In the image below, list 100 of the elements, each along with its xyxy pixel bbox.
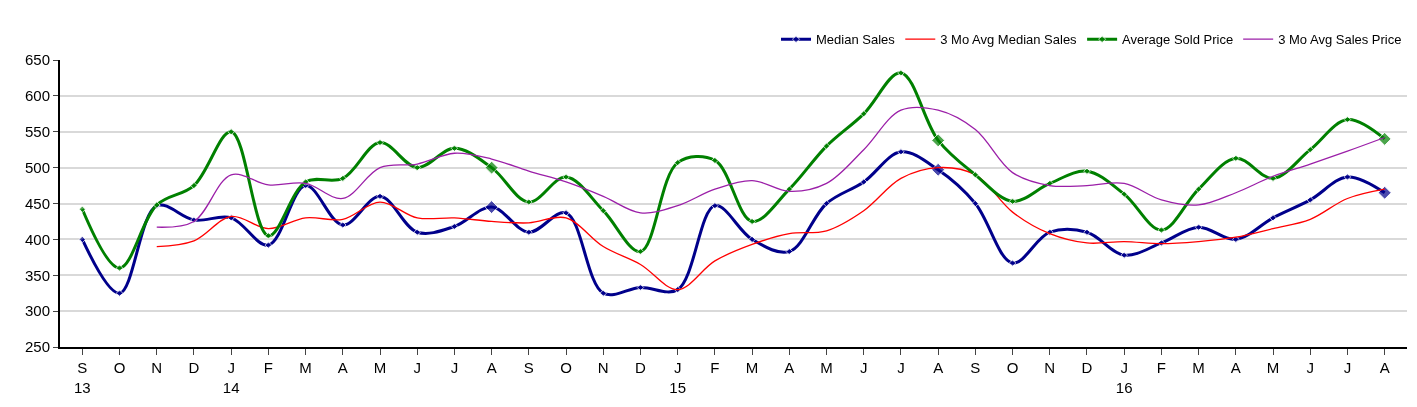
- x-tick-label: J 16: [1115, 359, 1133, 396]
- point: [1083, 228, 1091, 236]
- point: [1306, 145, 1314, 154]
- x-tick-label: D: [635, 359, 647, 376]
- x-tick-label: J 15: [669, 359, 687, 396]
- point: [1194, 223, 1203, 231]
- point: [711, 201, 719, 210]
- point: [264, 232, 273, 240]
- x-tick-label: M: [1266, 359, 1280, 376]
- point: [1232, 154, 1240, 163]
- point: [859, 178, 868, 186]
- point: [748, 235, 756, 244]
- x-tick-label: N: [151, 359, 163, 376]
- point: [1194, 185, 1203, 193]
- x-tick-label: M: [820, 359, 833, 376]
- x-tick-label: A: [486, 359, 497, 376]
- legend-label: 3 Mo Avg Median Sales: [940, 32, 1078, 48]
- x-tick-label: A: [1230, 359, 1241, 376]
- x-tick-label: A: [784, 359, 795, 376]
- y-tick-label: 450: [24, 194, 50, 212]
- x-tick-label: J: [450, 359, 459, 376]
- point: [190, 181, 198, 190]
- point: [1083, 167, 1091, 175]
- point: [599, 206, 608, 215]
- y-tick-label: 550: [24, 123, 50, 140]
- point: [413, 228, 421, 236]
- x-tick-label: M: [1192, 359, 1205, 376]
- point: [897, 69, 905, 77]
- point: [376, 192, 384, 201]
- y-tick-label: 400: [24, 230, 50, 248]
- x-tick-label: D: [1081, 359, 1093, 376]
- x-tick-label: A: [337, 359, 348, 376]
- point: [1120, 190, 1128, 198]
- point: [562, 209, 570, 217]
- x-tick-label: J: [859, 359, 868, 376]
- point: [971, 171, 980, 179]
- point: [1343, 173, 1352, 181]
- legend-label: Average Sold Price: [1122, 32, 1234, 48]
- x-tick-label: O: [560, 359, 572, 376]
- x-tick-label: S: [970, 359, 981, 376]
- point: [1008, 259, 1017, 267]
- point: [673, 158, 682, 167]
- point: [859, 110, 868, 118]
- x-tick-label: A: [933, 359, 944, 376]
- point: [264, 241, 273, 249]
- point: [1157, 226, 1166, 234]
- point: [711, 156, 719, 165]
- point: [1306, 196, 1314, 204]
- point: [115, 289, 124, 297]
- point: [1343, 115, 1352, 124]
- y-tick-label: 250: [24, 338, 50, 356]
- x-tick-label: O: [113, 359, 126, 376]
- point: [78, 205, 87, 213]
- y-tick-label: 350: [24, 266, 50, 284]
- point: [636, 283, 645, 292]
- point: [636, 247, 645, 256]
- point: [822, 199, 831, 208]
- y-tick-label: 500: [24, 158, 50, 176]
- x-tick-label: A: [1379, 359, 1390, 376]
- point: [785, 247, 794, 256]
- x-tick-label: M: [299, 359, 312, 376]
- point: [1008, 197, 1017, 206]
- y-tick-label: 650: [24, 51, 50, 69]
- x-tick-label: J: [1306, 359, 1314, 376]
- point: [115, 264, 124, 272]
- x-tick-label: M: [745, 359, 759, 376]
- x-tick-label: J: [1343, 359, 1352, 376]
- x-tick-label: S: [523, 359, 534, 376]
- legend-label: 3 Mo Avg Sales Price: [1278, 32, 1402, 48]
- point: [525, 198, 533, 206]
- point: [339, 221, 347, 229]
- x-tick-label: M: [373, 359, 387, 376]
- point: [1120, 251, 1128, 259]
- x-tick-label: J: [413, 359, 421, 376]
- point: [339, 174, 347, 183]
- x-tick-label: J 14: [222, 359, 240, 396]
- x-tick-label: S 13: [73, 359, 91, 396]
- x-tick-label: F: [710, 359, 720, 376]
- x-tick-label: F: [1156, 359, 1166, 376]
- x-tick-label: J: [897, 359, 905, 376]
- point: [562, 173, 570, 181]
- point: [822, 142, 831, 150]
- point: [450, 144, 459, 152]
- x-tick-label: N: [597, 359, 609, 376]
- point: [227, 128, 235, 136]
- x-tick-label: F: [263, 359, 273, 376]
- y-tick-label: 600: [24, 87, 50, 105]
- point: [748, 217, 756, 226]
- x-tick-label: N: [1044, 359, 1056, 376]
- y-tick-label: 300: [24, 302, 50, 320]
- legend-label: Median Sales: [816, 32, 896, 48]
- point: [376, 138, 384, 147]
- point: [897, 148, 905, 156]
- point: [599, 289, 608, 297]
- point: [971, 199, 980, 208]
- point: [78, 235, 87, 244]
- point: [450, 222, 459, 231]
- x-tick-label: O: [1006, 359, 1019, 376]
- x-tick-label: D: [188, 359, 200, 376]
- point: [525, 228, 533, 236]
